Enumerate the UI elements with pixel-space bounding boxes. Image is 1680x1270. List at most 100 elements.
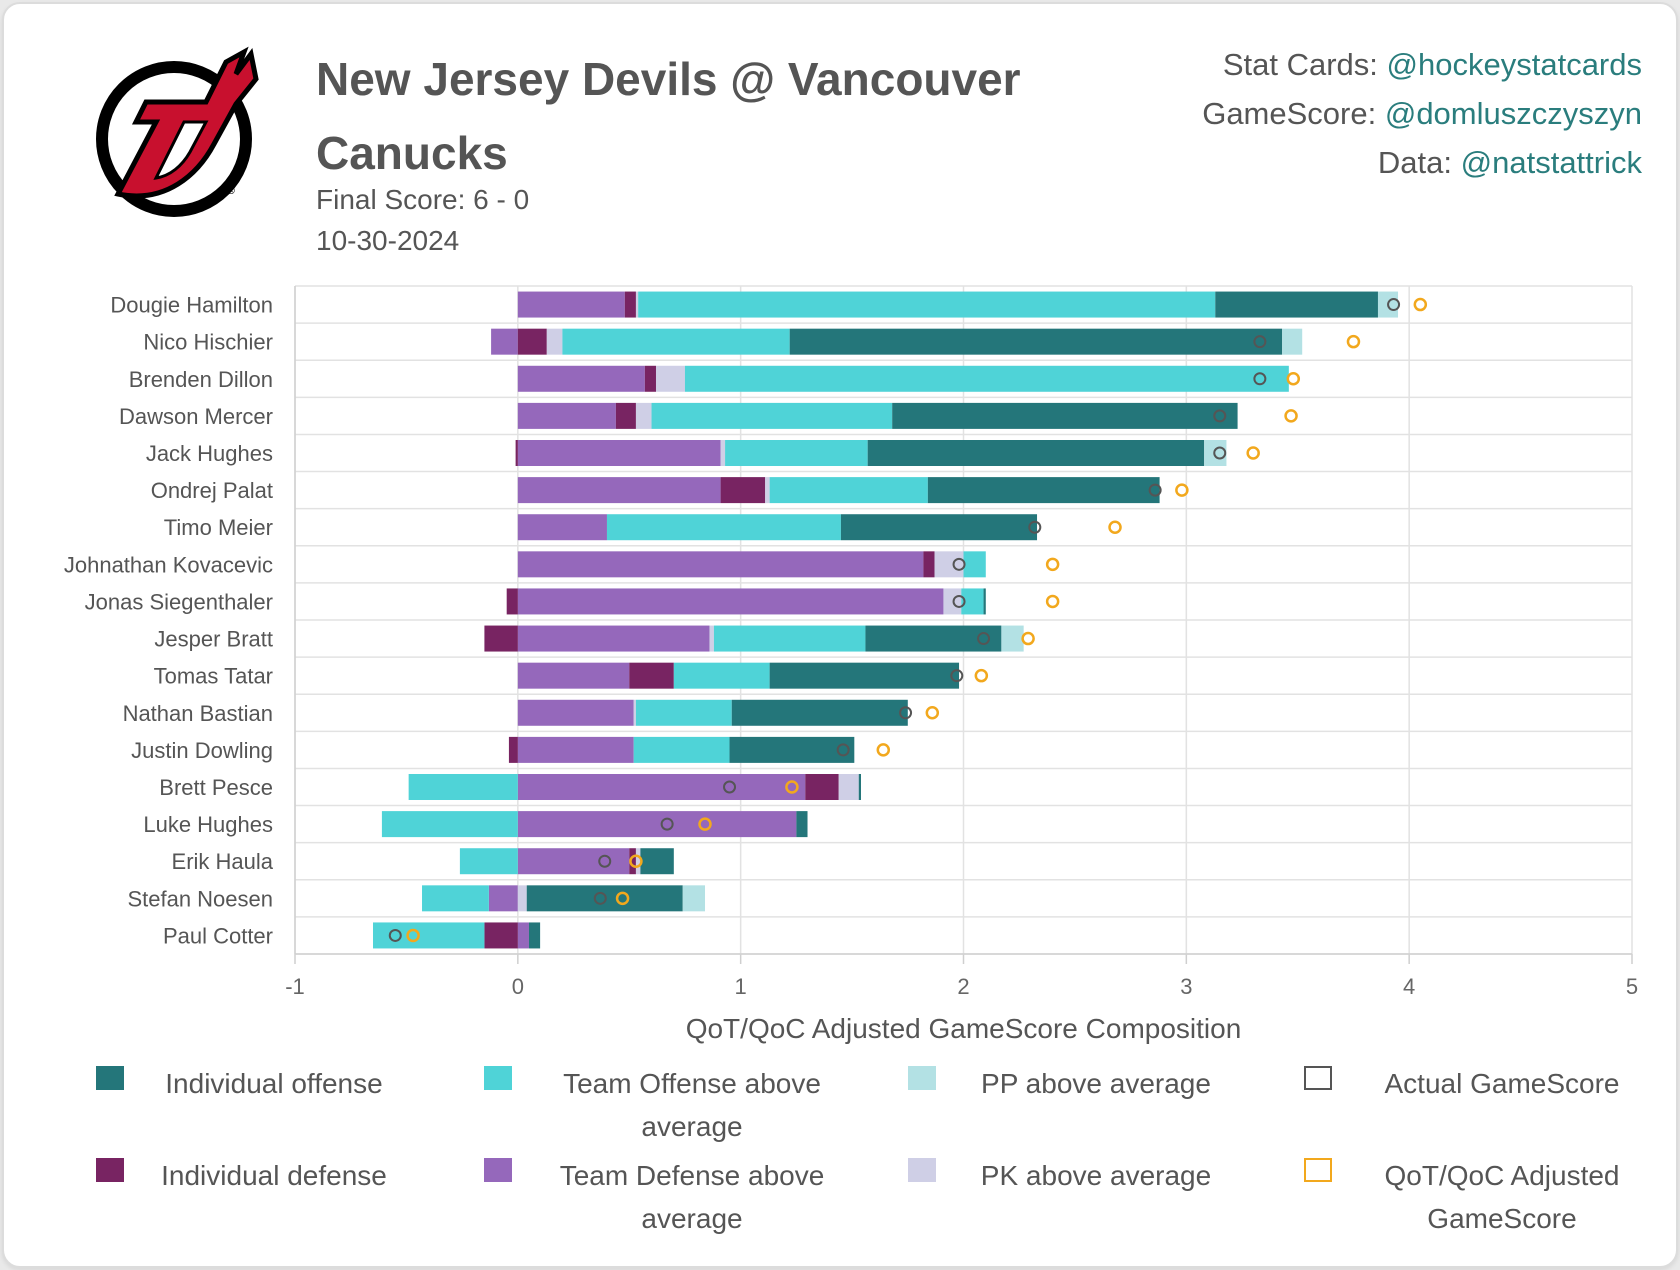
player-label: Paul Cotter — [163, 923, 273, 948]
adjusted-gamescore-marker — [1108, 520, 1122, 534]
bar-segment-pk — [633, 699, 636, 726]
adjusted-gamescore-marker — [1175, 483, 1189, 497]
adjusted-gamescore-marker — [1021, 631, 1035, 646]
player-label: Nathan Bastian — [123, 701, 273, 726]
adjusted-gamescore-marker — [1045, 594, 1060, 609]
x-axis-label: QoT/QoC Adjusted GameScore Composition — [686, 1013, 1242, 1044]
bar-segment-team-offense — [372, 922, 485, 949]
adjusted-gamescore-marker — [1286, 372, 1301, 386]
bar-segment-individual-offense — [526, 885, 683, 912]
player-label: Erik Haula — [172, 849, 274, 874]
gamescore-composition-chart: -1 0 1 2 3 4 5 QoT/QoC Adjusted GameScore Compo… — [64, 285, 1638, 1044]
bar-segment-pk — [943, 588, 962, 615]
x-tick-label: -1 — [285, 974, 305, 999]
bar-segment-team-offense — [673, 662, 770, 689]
bar-segment-individual-offense — [1215, 291, 1378, 318]
bar-segment-pk — [934, 551, 964, 578]
x-tick-label: 0 — [512, 974, 524, 999]
actual-gamescore-marker — [1213, 409, 1227, 423]
bar-segment-individual-offense — [729, 736, 855, 763]
legend-label: Individual defense — [161, 1160, 387, 1191]
adjusted-gamescore-marker — [1413, 297, 1428, 312]
bar-segment-team-defense — [491, 328, 518, 355]
credit-handle-link[interactable]: @hockeystatcards — [1386, 47, 1642, 82]
legend-label: PP above average — [981, 1068, 1211, 1099]
bar-segment-team-defense — [517, 625, 710, 652]
x-tick-label: 1 — [735, 974, 747, 999]
bar-segment-team-offense — [725, 440, 868, 466]
bar-segment-individual-defense — [508, 736, 518, 763]
bar-segment-individual-defense — [644, 365, 656, 392]
bar-segment-individual-offense — [867, 440, 1205, 466]
bar-segment-team-offense — [713, 625, 866, 652]
bar-segment-team-defense — [517, 811, 797, 838]
bar-segment-pk — [635, 848, 641, 875]
bar-segment-individual-offense — [927, 477, 1160, 504]
bar-segment-team-offense — [638, 291, 1216, 318]
bar-segment-team-defense — [517, 514, 607, 541]
bar-segment-individual-defense — [515, 440, 518, 466]
bar-segment-team-offense — [684, 365, 1289, 392]
legend-label: Individual offense — [165, 1068, 383, 1099]
legend-label: Actual GameScore — [1384, 1068, 1620, 1099]
bar-segment-team-defense — [517, 588, 944, 615]
credit-handle-link[interactable]: @domluszczyszyn — [1384, 96, 1642, 131]
bar-segment-pk — [635, 402, 652, 429]
bar-segment-pk — [517, 885, 527, 912]
player-label: Luke Hughes — [143, 812, 273, 837]
bar-segment-individual-defense — [805, 774, 839, 800]
bar-segment-individual-offense — [983, 588, 986, 615]
bar-segment-individual-defense — [506, 588, 518, 615]
player-label: Jonas Siegenthaler — [85, 589, 273, 614]
bar-segment-pp — [1282, 328, 1303, 355]
bar-segment-pk — [765, 477, 770, 504]
bar-segment-team-defense — [517, 477, 721, 504]
bar-segment-individual-offense — [528, 922, 541, 949]
bar-segment-individual-defense — [629, 662, 674, 689]
bar-segment-team-offense — [635, 699, 732, 726]
actual-gamescore-marker — [593, 891, 607, 905]
legend-swatch — [908, 1066, 936, 1090]
credit-stat-cards: Stat Cards: @hockeystatcards — [1222, 47, 1642, 82]
legend-swatch — [1304, 1158, 1332, 1182]
legend-label: Team Offense above average — [563, 1068, 821, 1142]
adjusted-gamescore-marker — [629, 854, 643, 868]
bar-segment-individual-offense — [731, 699, 908, 726]
player-label: Tomas Tatar — [154, 664, 273, 689]
bar-segment-team-defense — [517, 736, 634, 763]
actual-gamescore-marker — [952, 594, 966, 608]
bar-segment-pp — [1204, 440, 1227, 466]
bar-segment-team-defense — [517, 365, 645, 392]
bar-segment-team-defense — [517, 774, 806, 800]
adjusted-gamescore-marker — [1284, 409, 1298, 423]
credits: Stat Cards: @hockeystatcards GameScore: … — [1202, 40, 1642, 187]
actual-gamescore-marker — [1253, 372, 1267, 386]
bar-segment-pk — [655, 365, 685, 392]
adjusted-gamescore-marker — [1346, 334, 1361, 349]
legend-swatch — [1304, 1066, 1332, 1090]
legend-swatch — [96, 1158, 124, 1182]
player-label: Ondrej Palat — [151, 478, 273, 503]
actual-gamescore-marker — [899, 706, 913, 720]
new-jersey-devils-logo: ® — [96, 46, 259, 217]
bar-segment-team-offense — [963, 551, 986, 578]
bar-segment-individual-defense — [624, 291, 636, 318]
adjusted-gamescore-marker — [1045, 557, 1060, 572]
bar-segment-team-offense — [961, 588, 984, 615]
player-label: Dawson Mercer — [119, 404, 273, 429]
actual-gamescore-marker — [1148, 483, 1162, 497]
bar-segment-team-offense — [606, 514, 841, 541]
actual-gamescore-marker — [723, 780, 737, 794]
actual-gamescore-marker — [977, 632, 991, 646]
bar-segment-team-defense — [517, 440, 721, 466]
bar-segment-individual-offense — [858, 774, 861, 800]
bar-segment-individual-defense — [923, 551, 935, 578]
bar-segment-team-defense — [517, 922, 529, 949]
bar-segment-team-defense — [517, 662, 630, 689]
bar-segment-team-defense — [488, 885, 518, 912]
credit-gamescore: GameScore: @domluszczyszyn — [1202, 96, 1642, 131]
credit-handle-link[interactable]: @natstattrick — [1460, 145, 1642, 180]
bar-segment-individual-offense — [865, 625, 1002, 652]
final-score: Final Score: 6 - 0 — [316, 184, 530, 215]
bar-segment-pp — [1001, 625, 1024, 652]
